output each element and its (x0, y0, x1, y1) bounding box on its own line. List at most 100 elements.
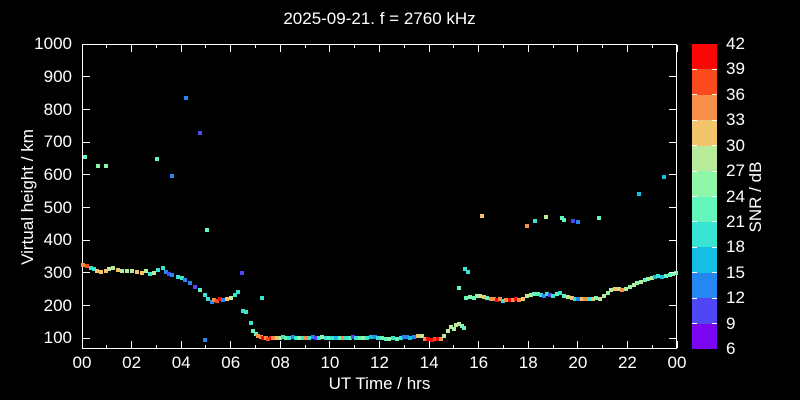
y-tick-label: 300 (43, 262, 72, 282)
data-point (448, 325, 453, 330)
colorbar-segment (692, 221, 717, 248)
x-tick-label: 12 (370, 353, 389, 372)
data-point (260, 335, 265, 340)
data-point (609, 288, 614, 293)
data-point (361, 336, 366, 341)
x-minor-tick-top (602, 45, 604, 48)
data-point (631, 282, 636, 287)
x-minor-tick-top (502, 45, 504, 48)
data-point (646, 277, 651, 282)
x-minor-tick-top (403, 45, 405, 48)
data-point (575, 297, 580, 302)
data-point (635, 281, 640, 286)
y-tick-label: 100 (43, 328, 72, 348)
chart-title: 2025-09-21. f = 2760 kHz (283, 9, 476, 28)
data-point (81, 262, 86, 267)
colorbar-segment (692, 171, 717, 197)
data-point (271, 335, 276, 340)
y-tick (83, 337, 90, 339)
data-point (383, 336, 388, 341)
data-point (239, 270, 244, 275)
data-point (590, 297, 595, 302)
data-point (562, 294, 567, 299)
colorbar-tick-label: 33 (726, 110, 745, 130)
data-point (569, 296, 574, 301)
data-point (283, 336, 288, 341)
data-point (544, 292, 549, 297)
data-point (576, 220, 581, 225)
colorbar-tick-right (712, 170, 717, 172)
data-point (95, 269, 100, 274)
data-point (435, 337, 440, 342)
data-point (107, 266, 112, 271)
data-point (572, 297, 577, 302)
data-point (337, 336, 342, 341)
y-tick (83, 76, 90, 78)
data-point (124, 268, 129, 273)
data-point (357, 335, 362, 340)
data-point (544, 215, 549, 220)
data-point (120, 268, 125, 273)
data-point (129, 268, 134, 273)
data-point (274, 336, 279, 341)
data-point (256, 334, 261, 339)
data-point (203, 337, 208, 342)
x-major-tick (626, 341, 628, 348)
x-major-tick-top (230, 45, 232, 52)
colorbar-tick-label: 12 (726, 288, 745, 308)
data-point (548, 293, 553, 298)
colorbar-tick (692, 145, 697, 147)
y-tick-label: 700 (43, 132, 72, 152)
x-major-tick (279, 341, 281, 348)
data-point (115, 267, 120, 272)
data-point (492, 297, 497, 302)
data-point (560, 215, 565, 220)
x-tick-label: 16 (469, 353, 489, 372)
data-point (293, 336, 298, 341)
data-point (616, 286, 621, 291)
data-point (429, 337, 434, 342)
data-point (155, 157, 160, 162)
data-point (653, 275, 658, 280)
data-point (218, 296, 223, 301)
data-point (314, 335, 319, 340)
colorbar-tick (692, 297, 697, 299)
x-tick-label: 00 (72, 353, 92, 372)
x-major-tick-top (329, 45, 331, 52)
data-point (179, 276, 184, 281)
x-major-tick (131, 341, 133, 348)
colorbar-tick-label: 39 (726, 59, 745, 79)
data-point (594, 296, 599, 301)
data-point (471, 295, 476, 300)
data-point (454, 323, 459, 328)
data-point (334, 335, 339, 340)
data-point (340, 335, 345, 340)
data-point (376, 335, 381, 340)
colorbar-tick-label: 42 (726, 34, 745, 53)
colorbar-segment (692, 196, 717, 223)
data-point (579, 296, 584, 301)
colorbar-segment (692, 247, 717, 274)
data-point (183, 278, 188, 283)
colorbar-tick-label: 27 (726, 161, 745, 181)
data-point (259, 295, 264, 300)
data-point (541, 293, 546, 298)
x-major-tick-top (180, 45, 182, 52)
data-point (258, 335, 263, 340)
y-tick-right (669, 141, 676, 143)
data-point (277, 335, 282, 340)
data-point (596, 215, 601, 220)
data-point (268, 336, 273, 341)
data-point (477, 293, 482, 298)
data-point (636, 191, 641, 196)
data-point (408, 335, 413, 340)
data-point (206, 297, 211, 302)
data-point (344, 336, 349, 341)
y-tick (83, 109, 90, 111)
data-point (372, 334, 377, 339)
y-tick (83, 141, 90, 143)
x-major-tick-top (428, 45, 430, 52)
data-point (320, 335, 325, 340)
data-point (656, 274, 661, 279)
data-point (510, 297, 515, 302)
